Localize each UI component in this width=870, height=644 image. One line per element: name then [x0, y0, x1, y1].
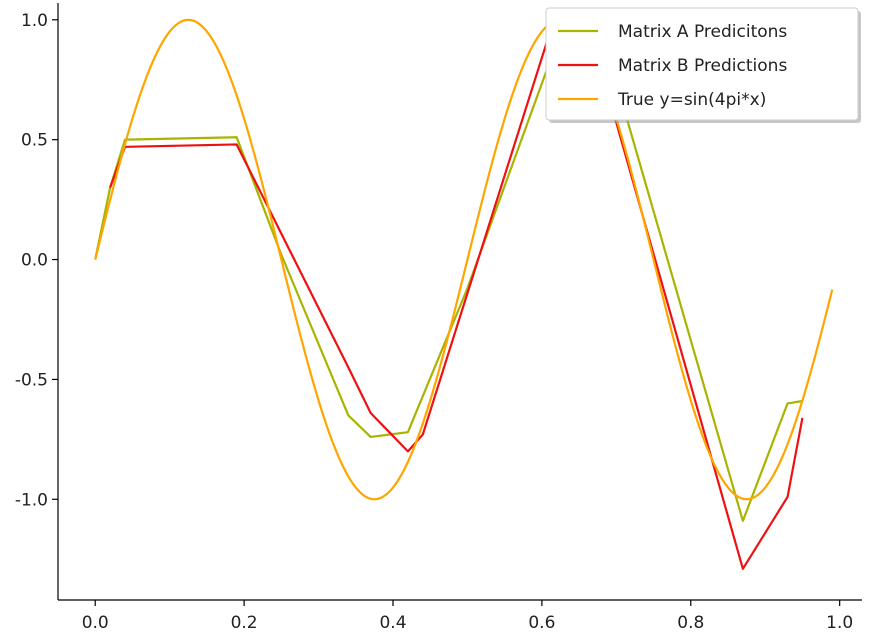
x-tick-label: 0.8 [677, 613, 704, 633]
legend-label: True y=sin(4pi*x) [617, 90, 766, 110]
series-group [94, 18, 834, 570]
x-tick-label: 0.4 [379, 613, 406, 633]
y-tick-label: 1.0 [21, 11, 48, 31]
legend-label: Matrix A Predicitons [618, 22, 787, 42]
y-tick-label: -0.5 [15, 370, 48, 390]
series-line-3 [94, 18, 834, 501]
legend-box [545, 7, 859, 121]
axes: 0.0 0.2 0.4 0.6 0.8 1.0 1.0 0.5 0.0 -0.5 -1.0 [15, 3, 862, 633]
x-tick-label: 0.6 [528, 613, 555, 633]
x-tick-label: 0.0 [82, 613, 109, 633]
series-line-1 [94, 61, 803, 522]
y-tick-label: 0.0 [21, 251, 48, 271]
legend-label: Matrix B Predictions [618, 56, 787, 76]
legend: Matrix A Predicitons Matrix B Predictions… [545, 7, 861, 123]
y-tick-label: -1.0 [15, 490, 48, 510]
x-tick-label: 0.2 [231, 613, 258, 633]
x-tick-label: 1.0 [826, 613, 853, 633]
y-tick-label: 0.5 [21, 131, 48, 151]
